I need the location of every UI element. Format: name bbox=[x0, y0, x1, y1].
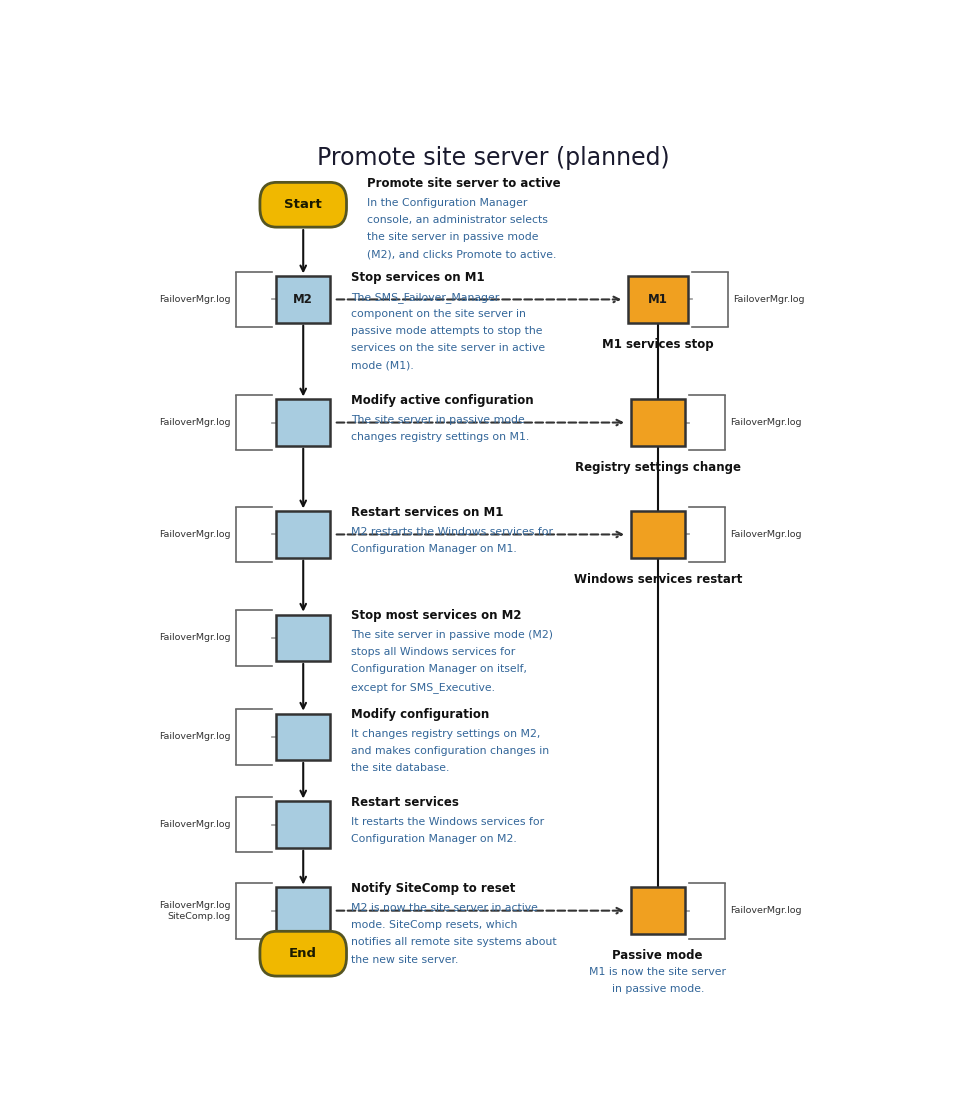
Text: FailoverMgr.log: FailoverMgr.log bbox=[159, 821, 231, 830]
Text: FailoverMgr.log
SiteComp.log: FailoverMgr.log SiteComp.log bbox=[159, 901, 231, 921]
FancyBboxPatch shape bbox=[276, 399, 330, 446]
Text: Promote site server (planned): Promote site server (planned) bbox=[317, 146, 670, 170]
Text: Stop most services on M2: Stop most services on M2 bbox=[351, 609, 522, 623]
Text: the site server in passive mode: the site server in passive mode bbox=[368, 233, 539, 243]
Text: notifies all remote site systems about: notifies all remote site systems about bbox=[351, 937, 557, 947]
Text: Registry settings change: Registry settings change bbox=[575, 462, 741, 474]
Text: and makes configuration changes in: and makes configuration changes in bbox=[351, 746, 549, 756]
Text: M2 is now the site server in active: M2 is now the site server in active bbox=[351, 903, 538, 913]
Text: Restart services on M1: Restart services on M1 bbox=[351, 506, 504, 519]
Text: FailoverMgr.log: FailoverMgr.log bbox=[159, 633, 231, 642]
Text: It changes registry settings on M2,: It changes registry settings on M2, bbox=[351, 729, 540, 739]
Text: the site database.: the site database. bbox=[351, 764, 450, 774]
FancyBboxPatch shape bbox=[260, 182, 347, 227]
FancyBboxPatch shape bbox=[276, 511, 330, 558]
FancyBboxPatch shape bbox=[628, 276, 688, 323]
Text: component on the site server in: component on the site server in bbox=[351, 309, 526, 319]
Text: changes registry settings on M1.: changes registry settings on M1. bbox=[351, 432, 530, 442]
FancyBboxPatch shape bbox=[631, 399, 685, 446]
Text: FailoverMgr.log: FailoverMgr.log bbox=[730, 530, 801, 539]
Text: Start: Start bbox=[284, 198, 322, 211]
FancyBboxPatch shape bbox=[276, 888, 330, 934]
Text: Passive mode: Passive mode bbox=[612, 949, 703, 963]
Text: M2: M2 bbox=[294, 293, 313, 306]
Text: M1 services stop: M1 services stop bbox=[602, 338, 714, 351]
Text: (M2), and clicks Promote to active.: (M2), and clicks Promote to active. bbox=[368, 249, 557, 259]
Text: console, an administrator selects: console, an administrator selects bbox=[368, 215, 548, 225]
Text: the new site server.: the new site server. bbox=[351, 955, 458, 965]
Text: mode (M1).: mode (M1). bbox=[351, 361, 414, 370]
Text: FailoverMgr.log: FailoverMgr.log bbox=[730, 907, 801, 916]
Text: FailoverMgr.log: FailoverMgr.log bbox=[733, 295, 805, 304]
FancyBboxPatch shape bbox=[276, 615, 330, 661]
Text: Configuration Manager on M1.: Configuration Manager on M1. bbox=[351, 544, 517, 553]
Text: Modify configuration: Modify configuration bbox=[351, 709, 489, 721]
Text: Windows services restart: Windows services restart bbox=[574, 574, 742, 586]
Text: FailoverMgr.log: FailoverMgr.log bbox=[730, 418, 801, 427]
Text: The site server in passive mode (M2): The site server in passive mode (M2) bbox=[351, 631, 553, 639]
FancyBboxPatch shape bbox=[276, 802, 330, 847]
Text: services on the site server in active: services on the site server in active bbox=[351, 343, 545, 353]
Text: The site server in passive mode: The site server in passive mode bbox=[351, 415, 525, 425]
Text: Notify SiteComp to reset: Notify SiteComp to reset bbox=[351, 882, 515, 896]
Text: stops all Windows services for: stops all Windows services for bbox=[351, 647, 515, 657]
Text: M2 restarts the Windows services for: M2 restarts the Windows services for bbox=[351, 527, 553, 537]
Text: In the Configuration Manager: In the Configuration Manager bbox=[368, 198, 528, 208]
Text: mode. SiteComp resets, which: mode. SiteComp resets, which bbox=[351, 920, 517, 930]
Text: Promote site server to active: Promote site server to active bbox=[368, 177, 561, 190]
Text: Restart services: Restart services bbox=[351, 796, 458, 809]
FancyBboxPatch shape bbox=[260, 931, 347, 976]
Text: passive mode attempts to stop the: passive mode attempts to stop the bbox=[351, 326, 542, 337]
FancyBboxPatch shape bbox=[631, 888, 685, 934]
Text: FailoverMgr.log: FailoverMgr.log bbox=[159, 530, 231, 539]
Text: Modify active configuration: Modify active configuration bbox=[351, 395, 534, 407]
Text: M1 is now the site server: M1 is now the site server bbox=[589, 967, 726, 977]
Text: Configuration Manager on itself,: Configuration Manager on itself, bbox=[351, 664, 527, 674]
Text: except for SMS_Executive.: except for SMS_Executive. bbox=[351, 682, 495, 692]
Text: It restarts the Windows services for: It restarts the Windows services for bbox=[351, 817, 544, 827]
Text: End: End bbox=[289, 947, 317, 960]
Text: in passive mode.: in passive mode. bbox=[612, 984, 704, 994]
FancyBboxPatch shape bbox=[276, 276, 330, 323]
FancyBboxPatch shape bbox=[276, 713, 330, 760]
FancyBboxPatch shape bbox=[631, 511, 685, 558]
Text: Configuration Manager on M2.: Configuration Manager on M2. bbox=[351, 834, 517, 844]
Text: M1: M1 bbox=[648, 293, 667, 306]
Text: FailoverMgr.log: FailoverMgr.log bbox=[159, 295, 231, 304]
Text: Stop services on M1: Stop services on M1 bbox=[351, 271, 484, 284]
Text: The SMS_Failover_Manager: The SMS_Failover_Manager bbox=[351, 292, 499, 303]
Text: FailoverMgr.log: FailoverMgr.log bbox=[159, 418, 231, 427]
Text: FailoverMgr.log: FailoverMgr.log bbox=[159, 732, 231, 741]
